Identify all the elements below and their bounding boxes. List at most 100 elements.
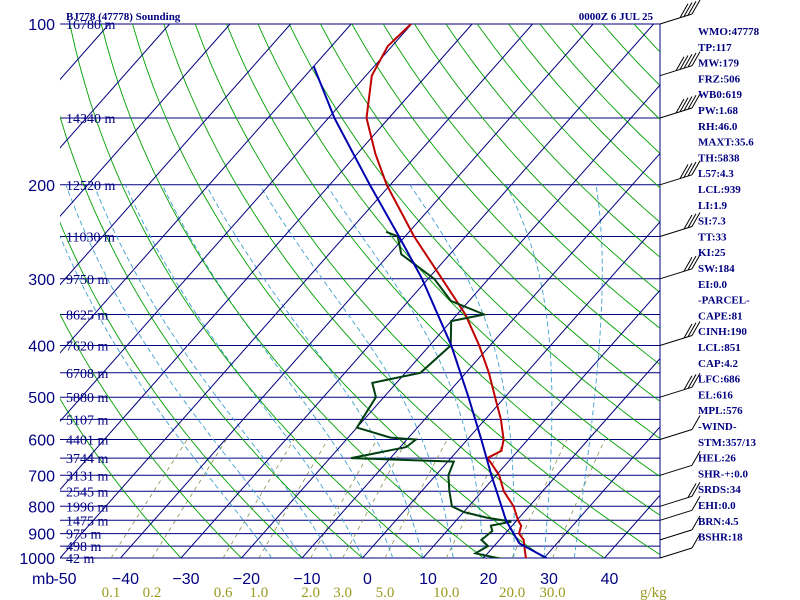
pressure-tick-label: 600 xyxy=(28,433,55,450)
mixing-ratio-label: 10.0 xyxy=(433,585,459,600)
dry-adiabat xyxy=(320,24,660,402)
dry-adiabat xyxy=(69,24,424,558)
dry-adiabat xyxy=(226,24,660,516)
pressure-tick-labels: 100 200 300 400 500 600 700 800 900 1000 xyxy=(19,17,55,568)
isotherm-line xyxy=(60,24,231,217)
thermo-grid xyxy=(60,24,660,558)
wind-barb-feather xyxy=(687,483,697,498)
temperature-tick-label: −10 xyxy=(293,571,320,588)
wind-barb xyxy=(659,372,701,398)
wind-barb xyxy=(659,451,701,476)
pressure-tick-label: 100 xyxy=(28,17,55,34)
height-label: 12520 m xyxy=(66,179,116,194)
height-label: 975 m xyxy=(66,528,102,543)
wind-barb-feather xyxy=(683,96,693,111)
isotherm-line xyxy=(180,24,654,558)
isotherm-line xyxy=(60,24,533,558)
pressure-tick-label: 400 xyxy=(28,339,55,356)
wind-barb-feather xyxy=(675,56,685,71)
isotherm-line xyxy=(119,24,594,558)
sounding-index: CINH:190 xyxy=(698,326,747,338)
height-label: 3744 m xyxy=(66,452,109,467)
height-label: 8625 m xyxy=(66,309,109,324)
sounding-index: TH:5838 xyxy=(698,152,740,164)
isotherm-line xyxy=(482,357,660,558)
moist-adiabat xyxy=(93,184,333,558)
dry-adiabat xyxy=(60,397,182,558)
sounding-index: EI:0.0 xyxy=(698,279,728,291)
sounding-index: BSHR:18 xyxy=(698,532,743,544)
sounding-index: CAPE:81 xyxy=(698,310,743,322)
dry-adiabat xyxy=(539,24,660,155)
dry-adiabat xyxy=(194,24,660,556)
height-label: 42 m xyxy=(66,552,95,567)
isotherm-line xyxy=(361,221,660,558)
temperature-tick-label: −40 xyxy=(112,571,139,588)
dry-adiabat xyxy=(60,313,243,558)
wind-barb xyxy=(659,212,701,237)
sounding-index: LCL:939 xyxy=(698,184,741,196)
mixing-ratio-line xyxy=(258,439,329,558)
wind-barb-feather xyxy=(691,93,701,109)
sounding-index: LCL:851 xyxy=(698,342,741,354)
temperature-tick-labels: -50 −40 −30 −20 −10 0 10 20 30 40 xyxy=(53,571,618,588)
wind-barb-feather xyxy=(679,164,689,179)
wind-barb-feather xyxy=(691,254,701,270)
mixing-ratio-label: 0.6 xyxy=(214,585,233,600)
moist-adiabat xyxy=(505,184,553,558)
wind-barb xyxy=(659,533,701,559)
wind-barb xyxy=(659,51,701,77)
pressure-tick-label: 200 xyxy=(28,178,55,195)
wind-barb-staff xyxy=(659,226,693,237)
height-label: 11030 m xyxy=(66,231,115,246)
pressure-tick-label: 700 xyxy=(28,468,55,485)
wind-barbs xyxy=(659,0,701,559)
parcel-path xyxy=(312,65,549,558)
pressure-tick-label: 300 xyxy=(28,272,55,289)
pressure-tick-label: 900 xyxy=(28,527,55,544)
temperature-tick-label: -50 xyxy=(53,571,76,588)
sounding-index: LFC:686 xyxy=(698,374,741,386)
wind-barb-staff xyxy=(659,335,693,346)
wind-barb-feather xyxy=(691,372,701,388)
wind-barb-feather xyxy=(691,482,701,497)
moist-adiabat xyxy=(124,184,363,558)
dry-adiabat xyxy=(476,24,660,223)
moist-adiabat xyxy=(205,184,424,558)
wind-barb-feather xyxy=(687,322,697,337)
sounding-index: KI:25 xyxy=(698,247,726,259)
isotherm-line xyxy=(60,24,352,354)
isobar-lines xyxy=(60,23,661,559)
isotherm-line xyxy=(543,426,660,558)
wind-barb-staff xyxy=(659,429,693,440)
temperature-tick-label: 20 xyxy=(480,571,498,588)
dry-adiabat xyxy=(132,24,545,558)
pressure-tick-label: 800 xyxy=(28,499,55,516)
mixing-ratio-label: 2.0 xyxy=(301,585,320,600)
mixing-ratio-line xyxy=(552,439,606,558)
sounding-index: WMO:47778 xyxy=(698,26,760,38)
dry-adiabat xyxy=(60,221,303,558)
wind-barb-feather xyxy=(691,321,701,336)
mixing-ratio-label: 20.0 xyxy=(499,585,525,600)
wind-barb-feather xyxy=(683,214,693,230)
mixing-ratio-label: 30.0 xyxy=(539,585,565,600)
wind-barb-staff xyxy=(659,13,693,25)
height-label: 2545 m xyxy=(66,485,109,500)
mixing-ratio-line xyxy=(151,439,227,558)
wind-barb xyxy=(659,93,701,119)
sounding-index: -PARCEL- xyxy=(698,295,750,307)
wind-barb-feather xyxy=(691,51,701,66)
isotherm-line xyxy=(60,24,473,491)
mixing-ratio-labels: 0.1 0.2 0.6 1.0 2.0 3.0 5.0 10.0 20.0 30.0 xyxy=(102,585,566,600)
moist-adiabat xyxy=(409,184,515,558)
wind-barb-staff xyxy=(659,464,693,476)
wind-barb-feather xyxy=(675,98,685,114)
dry-adiabat xyxy=(288,24,660,440)
height-label: 1996 m xyxy=(66,500,109,515)
moist-adiabats xyxy=(60,184,603,558)
wind-barb-feather xyxy=(679,3,689,18)
sounding-index: SRDS:34 xyxy=(698,484,741,496)
wind-barb-feather xyxy=(691,160,701,176)
